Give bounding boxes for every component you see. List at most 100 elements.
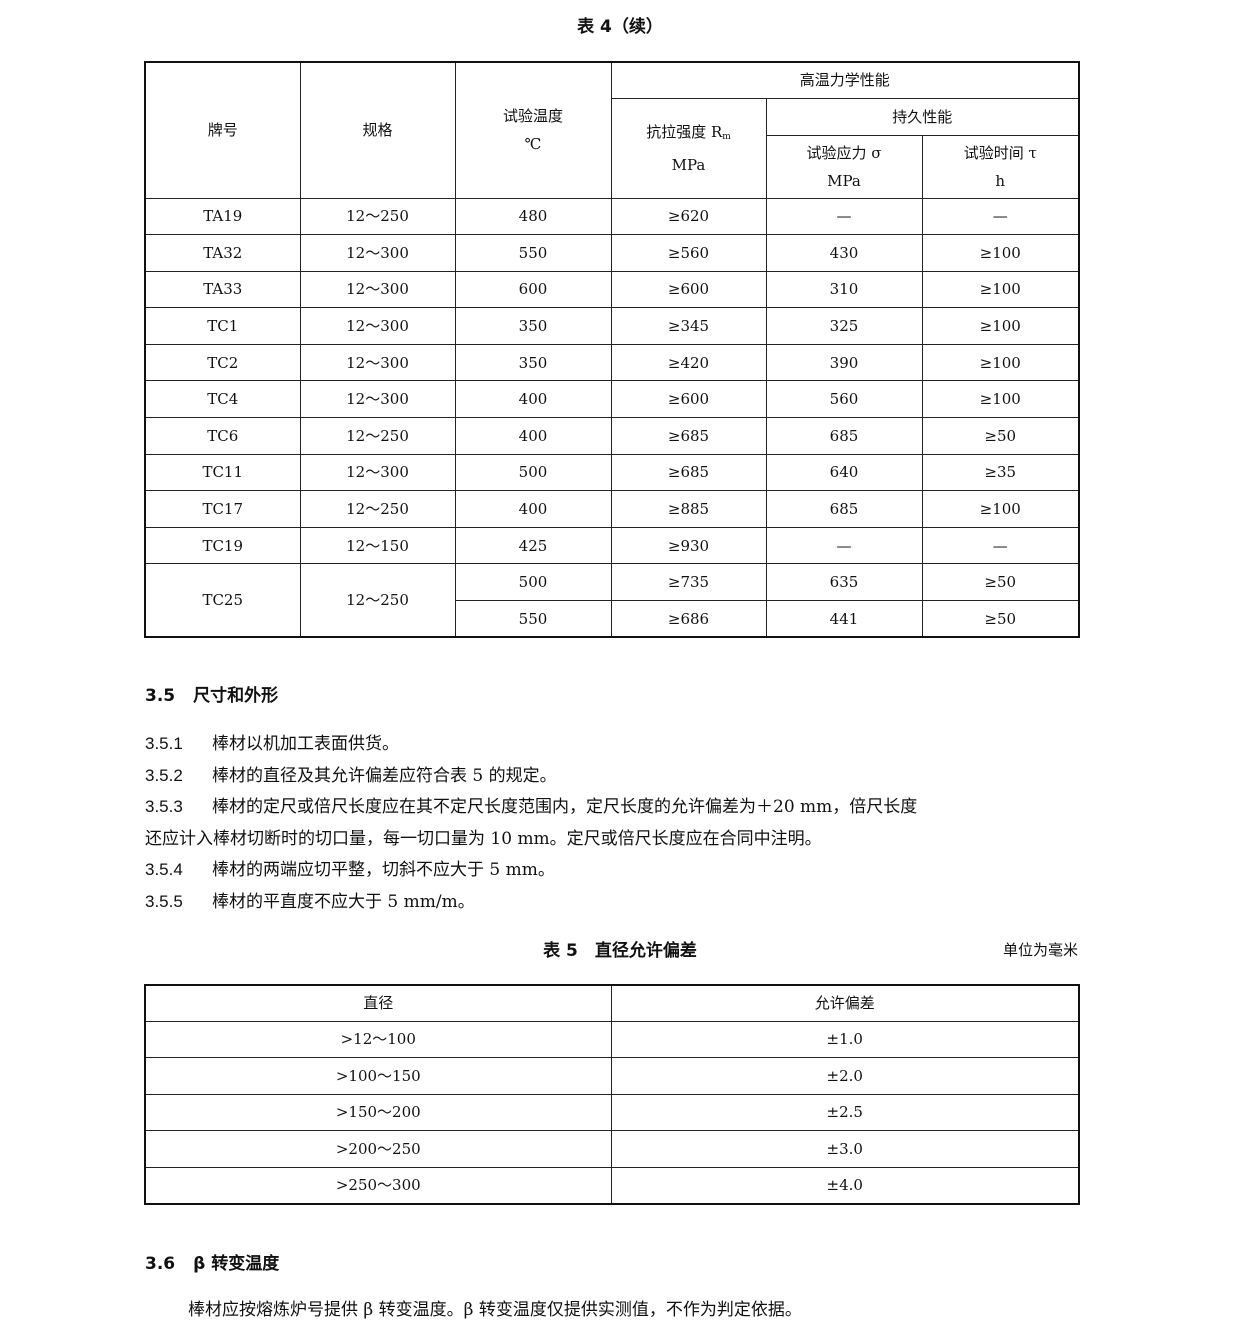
cell-grade: TC6 (144, 417, 301, 455)
cell-time: ≥50 (921, 600, 1080, 638)
cell-temp: 350 (454, 307, 612, 345)
cell-temp: 550 (454, 600, 612, 638)
table-row: >250～300 ±4.0 (144, 1166, 1080, 1205)
cell-spec: 12～300 (299, 234, 456, 272)
cell-diameter: >250～300 (144, 1166, 612, 1205)
cell-time: ≥50 (921, 417, 1080, 455)
table5-caption: 表 5 直径允许偏差 (543, 941, 697, 961)
cell-stress: 685 (765, 417, 923, 455)
cell-stress: 685 (765, 490, 923, 528)
cell-temp: 350 (454, 343, 612, 382)
cell-diameter: >150～200 (144, 1093, 612, 1132)
cell-tensile: ≥735 (610, 563, 767, 602)
cell-tensile: ≥685 (610, 417, 767, 455)
cell-grade: TA19 (144, 197, 301, 236)
table-row: TC4 12～300 400 ≥600 560 ≥100 (144, 380, 1080, 419)
cell-spec: 12～300 (299, 343, 456, 382)
cell-spec: 12～250 (299, 563, 456, 638)
section-3-6-text: 棒材应按熔炼炉号提供 β 转变温度。β 转变温度仅提供实测值，不作为判定依据。 (188, 1300, 802, 1320)
clause-text: 棒材的两端应切平整，切斜不应大于 5 mm。 (212, 860, 555, 880)
section-number: 3.6 (145, 1254, 176, 1274)
cell-spec: 12～250 (299, 197, 456, 236)
table-row: TC17 12～250 400 ≥885 685 ≥100 (144, 490, 1080, 528)
table-row: >12～100 ±1.0 (144, 1020, 1080, 1059)
cell-tolerance: ±4.0 (610, 1166, 1080, 1205)
cell-spec: 12～300 (299, 380, 456, 419)
cell-temp: 400 (454, 380, 612, 419)
header-grade: 牌号 (144, 61, 301, 199)
header-endurance: 持久性能 (765, 97, 1080, 136)
cell-tensile: ≥885 (610, 490, 767, 528)
table-5: 直径 允许偏差 >12～100 ±1.0 >100～150 ±2.0 >150～200 ±… (144, 984, 1080, 1205)
table-row: TC19 12～150 425 ≥930— — (144, 526, 1080, 565)
clause-3-5-2: 3.5.2 棒材的直径及其允许偏差应符合表 5 的规定。 (145, 761, 557, 786)
table-row: TC1 12～300 350 ≥345 325 ≥100 (144, 307, 1080, 345)
header-temp: 试验温度 ℃ (454, 61, 612, 199)
table-row: TC2 12～300 350 ≥420 390 ≥100 (144, 343, 1080, 382)
cell-tensile: ≥686 (610, 600, 767, 638)
clause-number: 3.5.2 (145, 765, 183, 785)
cell-grade: TC19 (144, 526, 301, 565)
table-row: >150～200 ±2.5 (144, 1093, 1080, 1132)
cell-stress: 430 (765, 234, 923, 272)
cell-stress: 441 (765, 600, 923, 638)
cell-stress: 390 (765, 343, 923, 382)
cell-time: ≥100 (921, 380, 1080, 419)
header-tensile: 抗拉强度 Rm MPa (610, 97, 767, 199)
cell-tensile: ≥600 (610, 270, 767, 309)
cell-time: ≥100 (921, 343, 1080, 382)
cell-spec: 12～300 (299, 307, 456, 345)
header-diameter: 直径 (144, 984, 612, 1022)
header-temp-label: 试验温度 (502, 107, 563, 126)
cell-stress: — (765, 197, 923, 236)
cell-stress: — (765, 526, 923, 565)
cell-temp: 400 (454, 417, 612, 455)
section-number: 3.5 (145, 686, 176, 706)
table-row: TC25 12～250 500 ≥735 635 ≥50 (144, 563, 1080, 638)
cell-tensile: ≥685 (610, 453, 767, 492)
header-spec: 规格 (299, 61, 456, 199)
cell-temp: 500 (454, 453, 612, 492)
cell-diameter: >200～250 (144, 1130, 612, 1168)
header-temp-unit: ℃ (524, 135, 542, 154)
table-row: 550 ≥686 441 ≥50 (145, 600, 1080, 638)
cell-tolerance: ±2.5 (610, 1093, 1080, 1132)
clause-number: 3.5.1 (145, 734, 183, 753)
cell-tolerance: ±3.0 (610, 1130, 1080, 1168)
clause-text: 棒材的直径及其允许偏差应符合表 5 的规定。 (212, 765, 557, 786)
cell-grade: TA33 (144, 270, 301, 309)
header-tensile-unit: MPa (671, 155, 706, 174)
cell-time: ≥100 (921, 307, 1080, 345)
cell-diameter: >12～100 (144, 1020, 612, 1059)
cell-tolerance: ±1.0 (610, 1020, 1080, 1059)
clause-3-5-3: 3.5.3 棒材的定尺或倍尺长度应在其不定尺长度范围内，定尺长度的允许偏差为＋20… (145, 792, 917, 817)
clause-3-5-4: 3.5.4 棒材的两端应切平整，切斜不应大于 5 mm。 (145, 855, 555, 880)
cell-time: ≥100 (921, 270, 1080, 309)
table-row: >200～250 ±3.0 (144, 1130, 1080, 1168)
header-tensile-sub: m (722, 131, 731, 142)
header-tensile-label: 抗拉强度 R (646, 122, 723, 141)
header-group: 高温力学性能 (610, 61, 1080, 99)
cell-tensile: ≥420 (610, 343, 767, 382)
cell-temp: 550 (454, 234, 612, 272)
clause-text: 棒材以机加工表面供货。 (212, 734, 399, 754)
table-row: TC11 12～300 500 ≥685 640 ≥35 (144, 453, 1080, 492)
cell-spec: 12～300 (299, 270, 456, 309)
clause-number: 3.5.4 (145, 860, 183, 879)
table-4: 牌号 规格 试验温度 ℃ 高温力学性能 抗拉强度 Rm MPa 持久性能 试验应力 … (144, 61, 1081, 639)
cell-stress: 560 (765, 380, 923, 419)
header-time: 试验时间 τ h (921, 134, 1080, 199)
cell-temp: 425 (454, 526, 612, 565)
table-row: TA33 12～300 600 ≥600 310 ≥100 (144, 270, 1080, 309)
cell-grade: TC25 (144, 563, 301, 638)
clause-text-continued: 还应计入棒材切断时的切口量，每一切口量为 10 mm。定尺或倍尺长度应在合同中注… (145, 828, 822, 849)
clause-text: 棒材的平直度不应大于 5 mm/m。 (212, 891, 475, 912)
cell-stress: 310 (765, 270, 923, 309)
cell-time: — (921, 197, 1080, 236)
header-time-label: 试验时间 τ (963, 143, 1037, 162)
cell-grade: TC2 (144, 343, 301, 382)
cell-grade: TC4 (144, 380, 301, 419)
cell-temp: 600 (454, 270, 612, 309)
table5-unit: 单位为毫米 (1002, 941, 1078, 959)
clause-text: 棒材的定尺或倍尺长度应在其不定尺长度范围内，定尺长度的允许偏差为＋20 mm，倍… (212, 797, 918, 817)
